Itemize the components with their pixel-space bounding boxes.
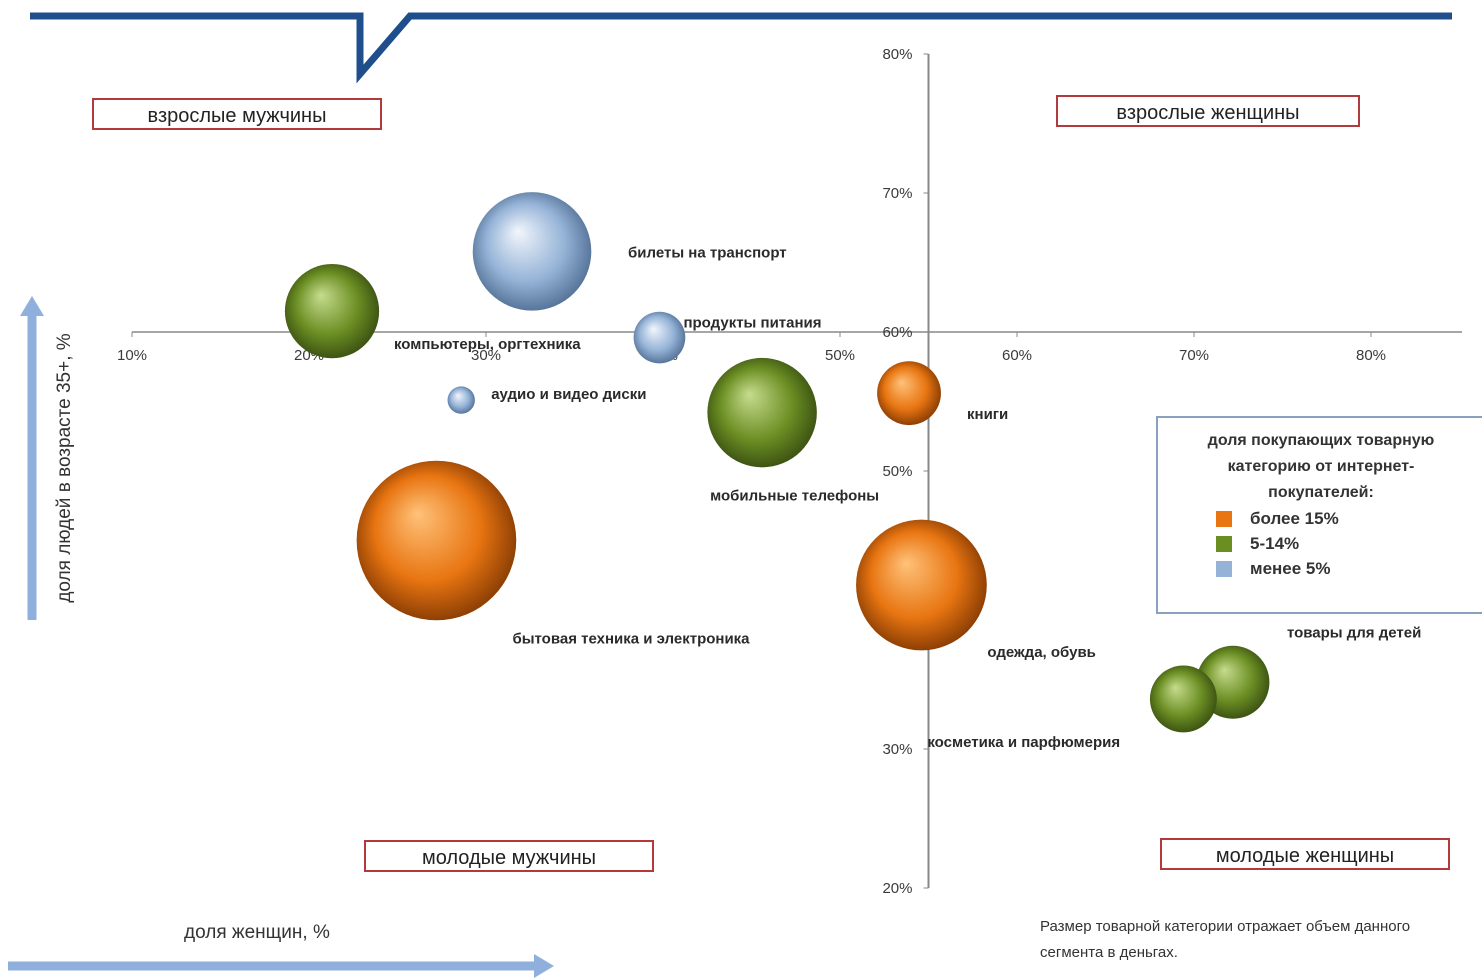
legend-item-low: менее 5% — [1216, 556, 1482, 581]
chart-note: Размер товарной категории отражает объем… — [1040, 918, 1411, 961]
legend-item-high: более 15% — [1216, 506, 1482, 531]
quadrant-label-bottom-left: молодые мужчины — [364, 840, 654, 872]
bubble-label: билеты на транспорт — [628, 244, 787, 261]
legend-swatch — [1216, 510, 1232, 527]
header-rule — [30, 12, 1452, 84]
bubble-4 — [447, 386, 475, 414]
y-axis-title: доля людей в возрасте 35+, % — [54, 333, 75, 603]
x-tick-label: 70% — [1179, 347, 1209, 364]
legend-item-label: 5-14% — [1250, 533, 1300, 553]
y-tick-label: 70% — [882, 185, 912, 202]
bubble-7 — [356, 460, 517, 621]
bubble-label: мобильные телефоны — [710, 488, 879, 505]
legend-title: доля покупающих товарную категорию от ин… — [1207, 432, 1435, 501]
bubble-5 — [707, 357, 817, 468]
bubble-label: одежда, обувь — [987, 644, 1095, 661]
y-axis-arrowhead — [20, 296, 44, 316]
x-tick-label: 80% — [1356, 347, 1386, 364]
bubble-label: косметика и парфюмерия — [927, 734, 1120, 751]
bubble-10 — [1149, 665, 1217, 733]
legend-swatch — [1216, 560, 1232, 577]
bubble-label: товары для детей — [1287, 624, 1421, 641]
x-tick-label: 10% — [117, 347, 147, 364]
bubble-label: бытовая техника и электроника — [512, 631, 750, 648]
bubble-label: аудио и видео диски — [491, 386, 646, 403]
x-axis-arrowhead — [534, 954, 554, 978]
quadrant-label-bottom-right: молодые женщины — [1160, 838, 1450, 870]
bubble-label: продукты питания — [683, 315, 821, 332]
bubble-1 — [472, 192, 592, 311]
y-tick-label: 20% — [882, 880, 912, 897]
x-axis-title: доля женщин, % — [184, 922, 330, 943]
bubble-2 — [284, 264, 380, 359]
quadrant-label-top-right: взрослые женщины — [1056, 95, 1360, 127]
legend-item-mid: 5-14% — [1216, 531, 1482, 556]
x-tick-label: 30% — [471, 347, 501, 364]
bubble-label: компьютеры, оргтехника — [394, 336, 581, 353]
y-tick-label: 80% — [882, 46, 912, 63]
bubble-6 — [877, 361, 941, 426]
bubble-3 — [633, 311, 686, 364]
y-tick-label: 60% — [882, 324, 912, 341]
legend-item-label: более 15% — [1250, 508, 1339, 528]
chart-legend: доля покупающих товарную категорию от ин… — [1156, 416, 1482, 614]
legend-item-label: менее 5% — [1250, 558, 1331, 578]
bubble-label: книги — [967, 406, 1008, 423]
x-tick-label: 60% — [1002, 347, 1032, 364]
y-tick-label: 50% — [882, 463, 912, 480]
y-tick-label: 30% — [882, 741, 912, 758]
x-tick-label: 50% — [825, 347, 855, 364]
legend-swatch — [1216, 535, 1232, 552]
bubble-8 — [856, 519, 987, 651]
quadrant-label-top-left: взрослые мужчины — [92, 98, 382, 130]
